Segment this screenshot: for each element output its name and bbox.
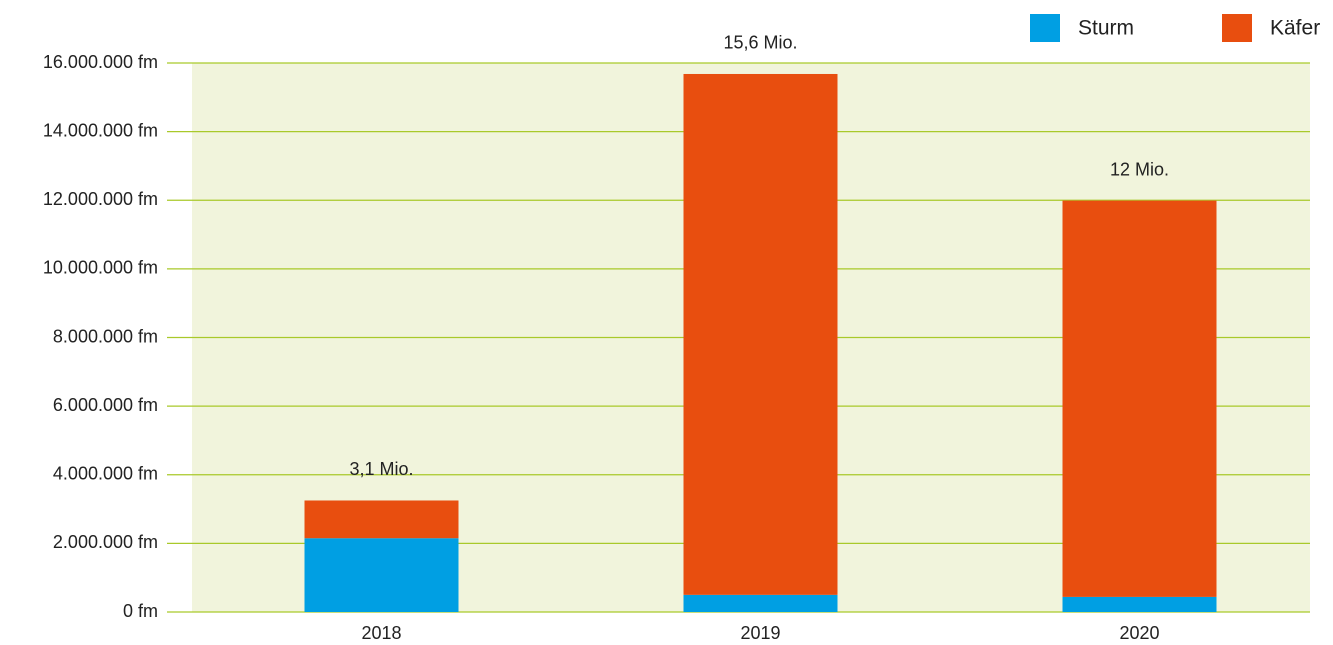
legend-label: Käfer <box>1270 17 1320 40</box>
x-tick-label: 2020 <box>1119 623 1159 643</box>
y-tick-label: 12.000.000 fm <box>43 189 158 209</box>
bar-segment <box>304 500 459 539</box>
bar-segment <box>1062 200 1217 597</box>
bar-segment <box>304 538 459 612</box>
y-tick-label: 14.000.000 fm <box>43 120 158 140</box>
total-label: 15,6 Mio. <box>723 33 797 53</box>
y-tick-label: 2.000.000 fm <box>53 532 158 552</box>
y-tick-label: 10.000.000 fm <box>43 258 158 278</box>
y-tick-label: 6.000.000 fm <box>53 395 158 415</box>
x-tick-label: 2019 <box>740 623 780 643</box>
y-tick-label: 4.000.000 fm <box>53 464 158 484</box>
legend-swatch <box>1030 14 1060 42</box>
bar-segment <box>683 594 838 612</box>
x-tick-label: 2018 <box>361 623 401 643</box>
total-label: 12 Mio. <box>1110 159 1169 179</box>
total-label: 3,1 Mio. <box>349 459 413 479</box>
y-tick-label: 0 fm <box>123 601 158 621</box>
legend-label: Sturm <box>1078 17 1134 40</box>
legend-swatch <box>1222 14 1252 42</box>
bar-segment <box>683 73 838 595</box>
y-tick-label: 16.000.000 fm <box>43 52 158 72</box>
y-tick-label: 8.000.000 fm <box>53 326 158 346</box>
bar-segment <box>1062 596 1217 612</box>
